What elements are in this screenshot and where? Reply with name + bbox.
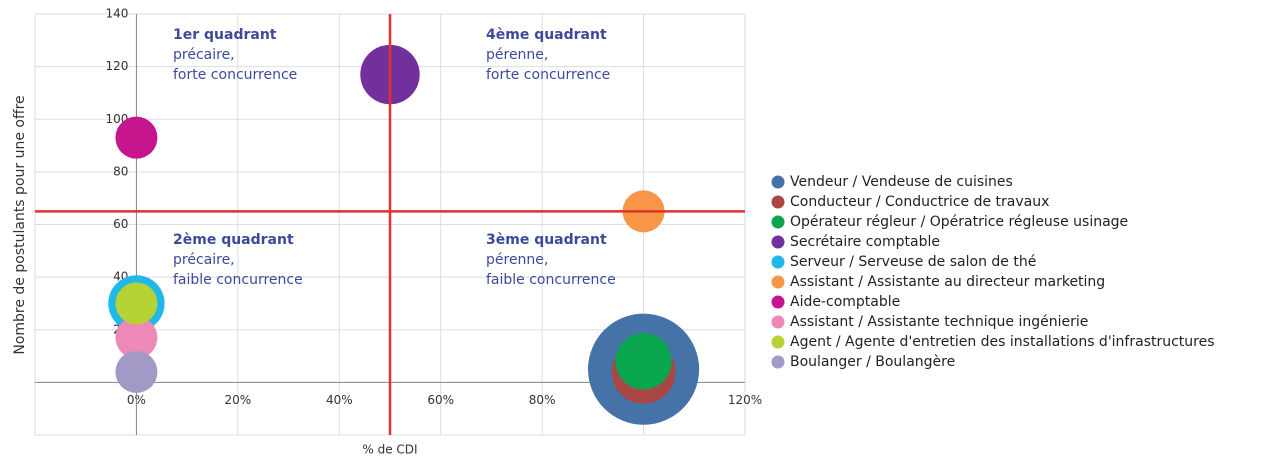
legend-marker bbox=[771, 335, 785, 349]
x-tick-label: 80% bbox=[529, 393, 556, 407]
x-tick-label: 60% bbox=[427, 393, 454, 407]
x-axis-label: % de CDI bbox=[362, 443, 417, 457]
annotation-line: pérenne, bbox=[486, 47, 548, 63]
y-axis-label: Nombre de postulants pour une offre bbox=[12, 95, 28, 354]
legend-label: Aide-comptable bbox=[790, 294, 900, 310]
legend-marker bbox=[771, 195, 785, 209]
annotation-title: 4ème quadrant bbox=[486, 27, 607, 43]
annotation-line: pérenne, bbox=[486, 252, 548, 268]
annotation-title: 1er quadrant bbox=[173, 27, 277, 43]
legend-label: Assistant / Assistante technique ingénie… bbox=[790, 314, 1088, 330]
bubble bbox=[115, 282, 158, 325]
legend-label: Secrétaire comptable bbox=[790, 234, 940, 250]
legend-label: Assistant / Assistante au directeur mark… bbox=[790, 274, 1105, 290]
legend-marker bbox=[771, 355, 785, 369]
legend-marker bbox=[771, 295, 785, 309]
y-tick-label: 120 bbox=[106, 59, 129, 73]
legend-label: Vendeur / Vendeuse de cuisines bbox=[790, 174, 1013, 190]
annotation-line: forte concurrence bbox=[173, 67, 297, 83]
annotation-line: faible concurrence bbox=[173, 272, 303, 288]
legend-marker bbox=[771, 315, 785, 329]
x-tick-label: 120% bbox=[728, 393, 762, 407]
legend-label: Serveur / Serveuse de salon de thé bbox=[790, 254, 1036, 270]
legend-label: Agent / Agente d'entretien des installat… bbox=[790, 334, 1215, 350]
annotation-line: faible concurrence bbox=[486, 272, 616, 288]
annotation-title: 3ème quadrant bbox=[486, 232, 607, 248]
y-tick-label: 60 bbox=[113, 217, 128, 231]
annotation-line: forte concurrence bbox=[486, 67, 610, 83]
annotation-line: précaire, bbox=[173, 47, 235, 63]
y-tick-label: 80 bbox=[113, 164, 128, 178]
legend-label: Boulanger / Boulangère bbox=[790, 354, 955, 370]
annotation-line: précaire, bbox=[173, 252, 235, 268]
annotation-title: 2ème quadrant bbox=[173, 232, 294, 248]
bubble bbox=[115, 116, 158, 159]
bubble bbox=[615, 333, 672, 390]
bubble bbox=[115, 350, 158, 393]
legend-marker bbox=[771, 175, 785, 189]
legend-label: Conducteur / Conductrice de travaux bbox=[790, 194, 1049, 210]
bubble bbox=[115, 316, 158, 359]
x-tick-label: 40% bbox=[326, 393, 353, 407]
x-tick-label: 20% bbox=[225, 393, 252, 407]
legend-marker bbox=[771, 255, 785, 269]
legend-marker bbox=[771, 235, 785, 249]
legend-marker bbox=[771, 215, 785, 229]
legend-marker bbox=[771, 275, 785, 289]
y-tick-label: 140 bbox=[106, 7, 129, 21]
legend-label: Opérateur régleur / Opératrice régleuse … bbox=[790, 214, 1128, 230]
